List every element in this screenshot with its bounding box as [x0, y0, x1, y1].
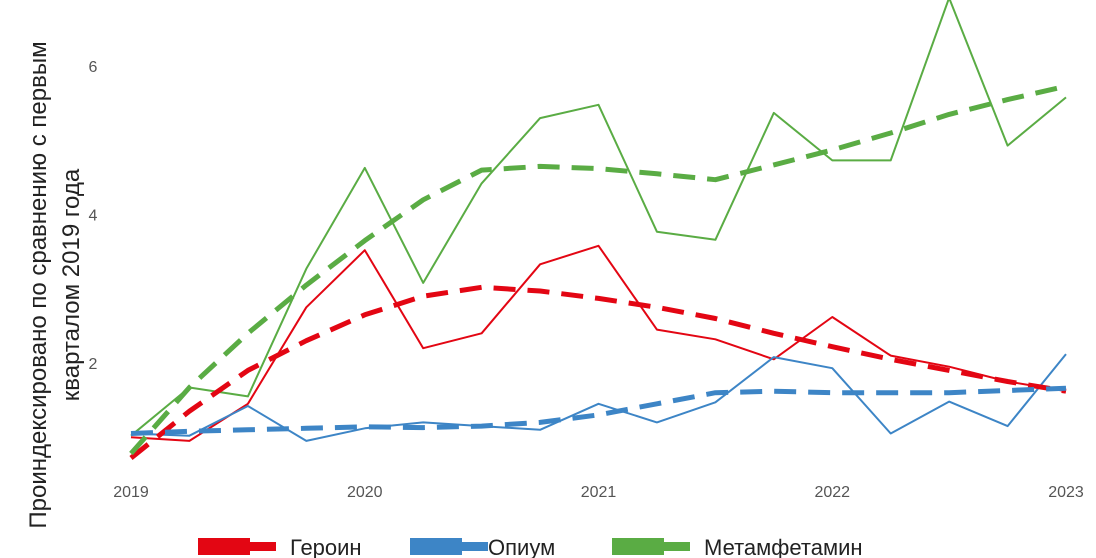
legend-label-0: Героин: [290, 535, 362, 558]
legend-swatch-1: [410, 538, 462, 555]
series-line-0: [130, 244, 1067, 442]
legend-swatch-tail-2: [664, 542, 690, 551]
x-tick-label: 2022: [814, 484, 850, 501]
x-tick-label: 2021: [581, 484, 617, 501]
series-trend-line-2: [129, 83, 1067, 456]
legend-label-2: Метамфетамин: [704, 535, 863, 558]
y-tick-label: 2: [89, 356, 98, 373]
legend-swatch-tail-0: [250, 542, 276, 551]
legend-swatch-2: [612, 538, 664, 555]
series-trend-line-0: [129, 284, 1067, 460]
legend-swatch-tail-1: [462, 542, 488, 551]
x-tick-label: 2020: [347, 484, 383, 501]
y-tick-label: 4: [89, 208, 98, 225]
x-tick-label: 2019: [113, 484, 149, 501]
legend-label-1: Опиум: [488, 535, 555, 558]
x-tick-label: 2023: [1048, 484, 1084, 501]
series-trend-line-1: [130, 385, 1067, 436]
y-tick-label: 6: [89, 59, 98, 76]
y-axis-label-line-2: кварталом 2019 года: [58, 168, 85, 401]
series-line-2: [130, 0, 1067, 437]
legend-swatch-0: [198, 538, 250, 555]
y-axis-label-line-1: Проиндексировано по сравнению с первым: [25, 41, 52, 528]
